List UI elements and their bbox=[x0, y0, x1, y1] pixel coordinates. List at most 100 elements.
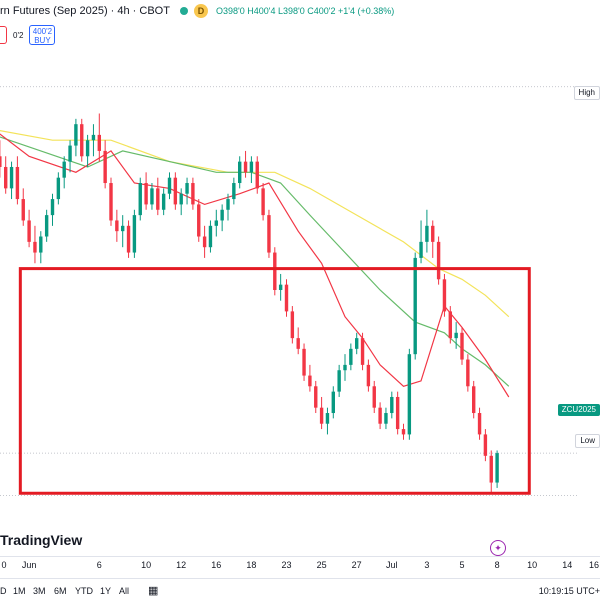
candle bbox=[267, 209, 271, 258]
x-tick-label: 10 bbox=[141, 560, 152, 570]
candle-body bbox=[436, 241, 441, 280]
candle bbox=[173, 172, 178, 210]
candle bbox=[343, 354, 347, 381]
x-tick-label: 10 bbox=[527, 560, 538, 570]
candle bbox=[425, 209, 429, 253]
candle-body bbox=[156, 188, 160, 210]
magic-wand-icon[interactable]: ✦ bbox=[490, 540, 506, 556]
candle bbox=[39, 231, 43, 264]
candle-body bbox=[302, 348, 306, 376]
candle bbox=[197, 199, 201, 242]
candle-body bbox=[197, 204, 201, 237]
range-button-all[interactable]: All bbox=[119, 586, 130, 596]
buy-button[interactable]: 400'2 BUY bbox=[29, 25, 56, 45]
candle-body bbox=[407, 354, 412, 435]
time-axis[interactable]: 0 Jun 6 10 12 16 18 23 25 27 Jul 3 5 8 10 14 16 bbox=[0, 556, 600, 573]
candle-body bbox=[401, 429, 406, 435]
low-value: L398'0 bbox=[277, 6, 305, 16]
candle-body bbox=[185, 183, 189, 194]
sell-button[interactable] bbox=[0, 26, 7, 44]
candle-body bbox=[431, 225, 435, 242]
close-value: C400'2 bbox=[307, 6, 336, 16]
candle-body bbox=[290, 311, 295, 339]
candle bbox=[384, 407, 388, 430]
candle bbox=[489, 450, 493, 494]
candle bbox=[466, 354, 470, 392]
candle bbox=[448, 306, 452, 344]
range-button-ytd[interactable]: YTD bbox=[75, 586, 93, 596]
last-price-label: ZCU2025 bbox=[557, 404, 600, 416]
data-delay-badge[interactable]: D bbox=[193, 4, 208, 18]
candlesticks bbox=[0, 113, 499, 494]
candle-body bbox=[308, 375, 312, 387]
buy-price: 400'2 bbox=[32, 27, 53, 36]
candle-body bbox=[483, 434, 488, 456]
candle bbox=[261, 183, 265, 221]
x-tick-label: 27 bbox=[351, 560, 362, 570]
candle-body bbox=[126, 225, 131, 253]
range-button-1m[interactable]: 1M bbox=[13, 586, 26, 596]
candle-body bbox=[477, 413, 482, 435]
candle-body bbox=[115, 220, 119, 232]
candle bbox=[208, 220, 213, 253]
candle bbox=[483, 429, 488, 462]
candle-body bbox=[179, 193, 183, 205]
candle bbox=[284, 279, 289, 317]
candle bbox=[296, 327, 300, 355]
candle bbox=[202, 225, 207, 258]
candle-body bbox=[85, 140, 90, 157]
candle-body bbox=[325, 413, 330, 424]
candle-body bbox=[419, 241, 423, 258]
clock-display[interactable]: 10:19:15 UTC+ bbox=[538, 586, 600, 596]
tradingview-logo[interactable]: TradingView bbox=[0, 532, 83, 548]
candle bbox=[226, 193, 230, 221]
candle-body bbox=[173, 177, 178, 205]
candle-body bbox=[343, 364, 347, 371]
buy-label: BUY bbox=[34, 36, 51, 45]
high-value: H400'4 bbox=[247, 6, 276, 16]
range-button-3m[interactable]: 3M bbox=[33, 586, 46, 596]
candle bbox=[419, 220, 423, 264]
high-price-label: High bbox=[573, 86, 600, 100]
candle bbox=[85, 134, 90, 167]
candle bbox=[360, 332, 365, 371]
x-tick-label: Jun bbox=[21, 560, 37, 570]
candle bbox=[191, 177, 195, 210]
candle-body bbox=[390, 396, 394, 414]
candle bbox=[44, 209, 49, 242]
candle bbox=[109, 177, 113, 226]
gridlines bbox=[0, 86, 578, 496]
candle-body bbox=[413, 257, 417, 355]
candle-body bbox=[384, 413, 388, 424]
candle bbox=[249, 156, 254, 184]
x-tick-label: 12 bbox=[176, 560, 187, 570]
candle bbox=[150, 183, 154, 210]
range-button-d[interactable]: D bbox=[0, 586, 7, 596]
candle-body bbox=[132, 215, 137, 253]
candle-body bbox=[21, 199, 25, 221]
candle bbox=[121, 215, 125, 248]
candle-body bbox=[208, 225, 213, 248]
status-indicators: D bbox=[179, 4, 208, 18]
calendar-icon[interactable]: ▦ bbox=[148, 585, 159, 597]
candle-body bbox=[238, 161, 242, 184]
spread-value: 0'2 bbox=[13, 30, 24, 40]
candle bbox=[62, 156, 66, 189]
candle bbox=[103, 140, 107, 189]
range-button-6m[interactable]: 6M bbox=[54, 586, 67, 596]
candle bbox=[495, 450, 499, 488]
candle-body bbox=[15, 166, 20, 200]
candle bbox=[56, 172, 61, 205]
candle-body bbox=[267, 215, 271, 253]
range-button-1y[interactable]: 1Y bbox=[100, 586, 112, 596]
candle-body bbox=[278, 284, 283, 290]
candle bbox=[4, 156, 8, 194]
candle bbox=[290, 306, 295, 344]
candle bbox=[314, 380, 318, 414]
candle-body bbox=[472, 386, 476, 414]
symbol-title[interactable]: rn Futures (Sep 2025) · 4h · CBOT bbox=[0, 5, 170, 17]
candle-body bbox=[454, 332, 458, 339]
candle-body bbox=[372, 386, 376, 408]
candle bbox=[27, 209, 31, 248]
